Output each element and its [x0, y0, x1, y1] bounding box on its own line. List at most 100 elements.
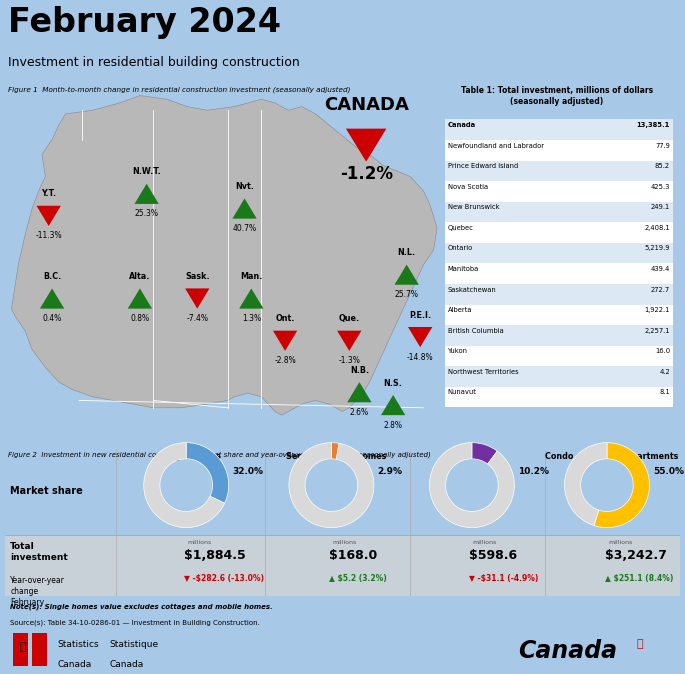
Text: 439.4: 439.4	[651, 266, 670, 272]
Text: Y.T.: Y.T.	[41, 189, 56, 198]
Wedge shape	[289, 443, 374, 528]
Text: N.W.T.: N.W.T.	[132, 167, 161, 177]
Polygon shape	[381, 395, 406, 415]
Text: Total
investment: Total investment	[10, 543, 68, 563]
FancyBboxPatch shape	[445, 160, 673, 181]
Text: 🍁: 🍁	[636, 639, 643, 649]
Text: millions: millions	[187, 540, 212, 545]
Polygon shape	[127, 288, 152, 309]
Text: 2.6%: 2.6%	[350, 408, 369, 417]
Text: -1.2%: -1.2%	[340, 165, 393, 183]
Text: millions: millions	[473, 540, 497, 545]
Text: Condo and rental apartments: Condo and rental apartments	[545, 452, 678, 461]
Text: 85.2: 85.2	[655, 163, 670, 169]
Text: Investment in residential building construction: Investment in residential building const…	[8, 56, 300, 69]
Polygon shape	[273, 331, 297, 351]
Text: 2.9%: 2.9%	[377, 467, 403, 477]
Text: Que.: Que.	[338, 314, 360, 324]
FancyBboxPatch shape	[445, 202, 673, 222]
Polygon shape	[134, 184, 159, 204]
Text: Semi-detached homes: Semi-detached homes	[286, 452, 386, 461]
Wedge shape	[564, 443, 607, 526]
Text: Ontario: Ontario	[448, 245, 473, 251]
Text: 2,257.1: 2,257.1	[645, 328, 670, 334]
Wedge shape	[472, 443, 497, 464]
FancyBboxPatch shape	[445, 119, 673, 140]
Text: New Brunswick: New Brunswick	[448, 204, 499, 210]
Text: 2.8%: 2.8%	[384, 421, 403, 429]
FancyBboxPatch shape	[445, 243, 673, 264]
Text: N.L.: N.L.	[397, 248, 416, 257]
Text: 77.9: 77.9	[655, 143, 670, 148]
Text: Table 1: Total investment, millions of dollars
(seasonally adjusted): Table 1: Total investment, millions of d…	[460, 86, 653, 106]
Text: Year-over-year
change
February: Year-over-year change February	[10, 576, 65, 607]
Text: ▼ -$282.6 (-13.0%): ▼ -$282.6 (-13.0%)	[184, 574, 264, 584]
Text: -14.8%: -14.8%	[407, 353, 434, 362]
Text: millions: millions	[332, 540, 357, 545]
Polygon shape	[185, 288, 210, 309]
Text: ▲ $5.2 (3.2%): ▲ $5.2 (3.2%)	[329, 574, 387, 584]
Text: 249.1: 249.1	[651, 204, 670, 210]
Text: 0.8%: 0.8%	[130, 314, 149, 323]
Text: Yukon: Yukon	[448, 348, 468, 355]
Text: 4.2: 4.2	[660, 369, 670, 375]
Text: Canada: Canada	[110, 661, 144, 669]
Text: British Columbia: British Columbia	[448, 328, 503, 334]
Text: 1.3%: 1.3%	[242, 314, 261, 323]
Text: 13,385.1: 13,385.1	[636, 122, 670, 128]
Text: Sask.: Sask.	[185, 272, 210, 281]
Text: Alta.: Alta.	[129, 272, 151, 281]
FancyBboxPatch shape	[445, 387, 673, 408]
Text: Statistics: Statistics	[58, 640, 99, 649]
FancyBboxPatch shape	[445, 305, 673, 325]
Text: Alberta: Alberta	[448, 307, 473, 313]
Text: $3,242.7: $3,242.7	[605, 549, 667, 563]
Text: 2,408.1: 2,408.1	[645, 225, 670, 231]
Text: P.E.I.: P.E.I.	[409, 311, 432, 319]
Wedge shape	[429, 443, 514, 528]
Polygon shape	[408, 327, 432, 347]
Polygon shape	[347, 382, 371, 402]
Text: -2.8%: -2.8%	[274, 357, 296, 365]
Text: Saskatchewan: Saskatchewan	[448, 286, 497, 293]
Text: Prince Edward Island: Prince Edward Island	[448, 163, 518, 169]
FancyBboxPatch shape	[445, 264, 673, 284]
Text: Market share: Market share	[10, 486, 83, 495]
Text: Nova Scotia: Nova Scotia	[448, 184, 488, 190]
FancyBboxPatch shape	[445, 346, 673, 366]
Polygon shape	[12, 96, 437, 415]
Polygon shape	[239, 288, 264, 309]
Text: 32.0%: 32.0%	[232, 467, 264, 477]
Text: Quebec: Quebec	[448, 225, 474, 231]
Text: Northwest Territories: Northwest Territories	[448, 369, 519, 375]
Text: 425.3: 425.3	[651, 184, 670, 190]
Text: 8.1: 8.1	[660, 390, 670, 396]
Text: Man.: Man.	[240, 272, 262, 281]
Text: N.B.: N.B.	[350, 366, 369, 375]
Polygon shape	[40, 288, 64, 309]
Text: millions: millions	[608, 540, 632, 545]
Text: Nunavut: Nunavut	[448, 390, 477, 396]
Text: Canada: Canada	[518, 639, 617, 663]
Text: $168.0: $168.0	[329, 549, 377, 563]
Text: February 2024: February 2024	[8, 6, 282, 39]
Text: Row homes: Row homes	[451, 452, 502, 461]
Text: Manitoba: Manitoba	[448, 266, 479, 272]
Text: Source(s): Table 34-10-0286-01 — Investment in Building Construction.: Source(s): Table 34-10-0286-01 — Investm…	[10, 619, 260, 626]
Text: Single homes: Single homes	[160, 452, 221, 461]
Text: CANADA: CANADA	[324, 96, 408, 114]
Text: 0.4%: 0.4%	[42, 314, 62, 323]
Wedge shape	[186, 443, 229, 503]
FancyBboxPatch shape	[445, 284, 673, 305]
Text: N.S.: N.S.	[384, 379, 403, 388]
Text: -1.3%: -1.3%	[338, 357, 360, 365]
FancyBboxPatch shape	[445, 366, 673, 387]
Wedge shape	[144, 443, 225, 528]
Wedge shape	[332, 443, 339, 459]
Text: -7.4%: -7.4%	[186, 314, 208, 323]
Text: 10.2%: 10.2%	[518, 467, 549, 477]
Text: 🍁: 🍁	[19, 642, 25, 652]
Text: $1,884.5: $1,884.5	[184, 549, 245, 563]
Text: 272.7: 272.7	[651, 286, 670, 293]
Text: Figure 1  Month-to-month change in residential construction investment (seasonal: Figure 1 Month-to-month change in reside…	[8, 86, 351, 93]
